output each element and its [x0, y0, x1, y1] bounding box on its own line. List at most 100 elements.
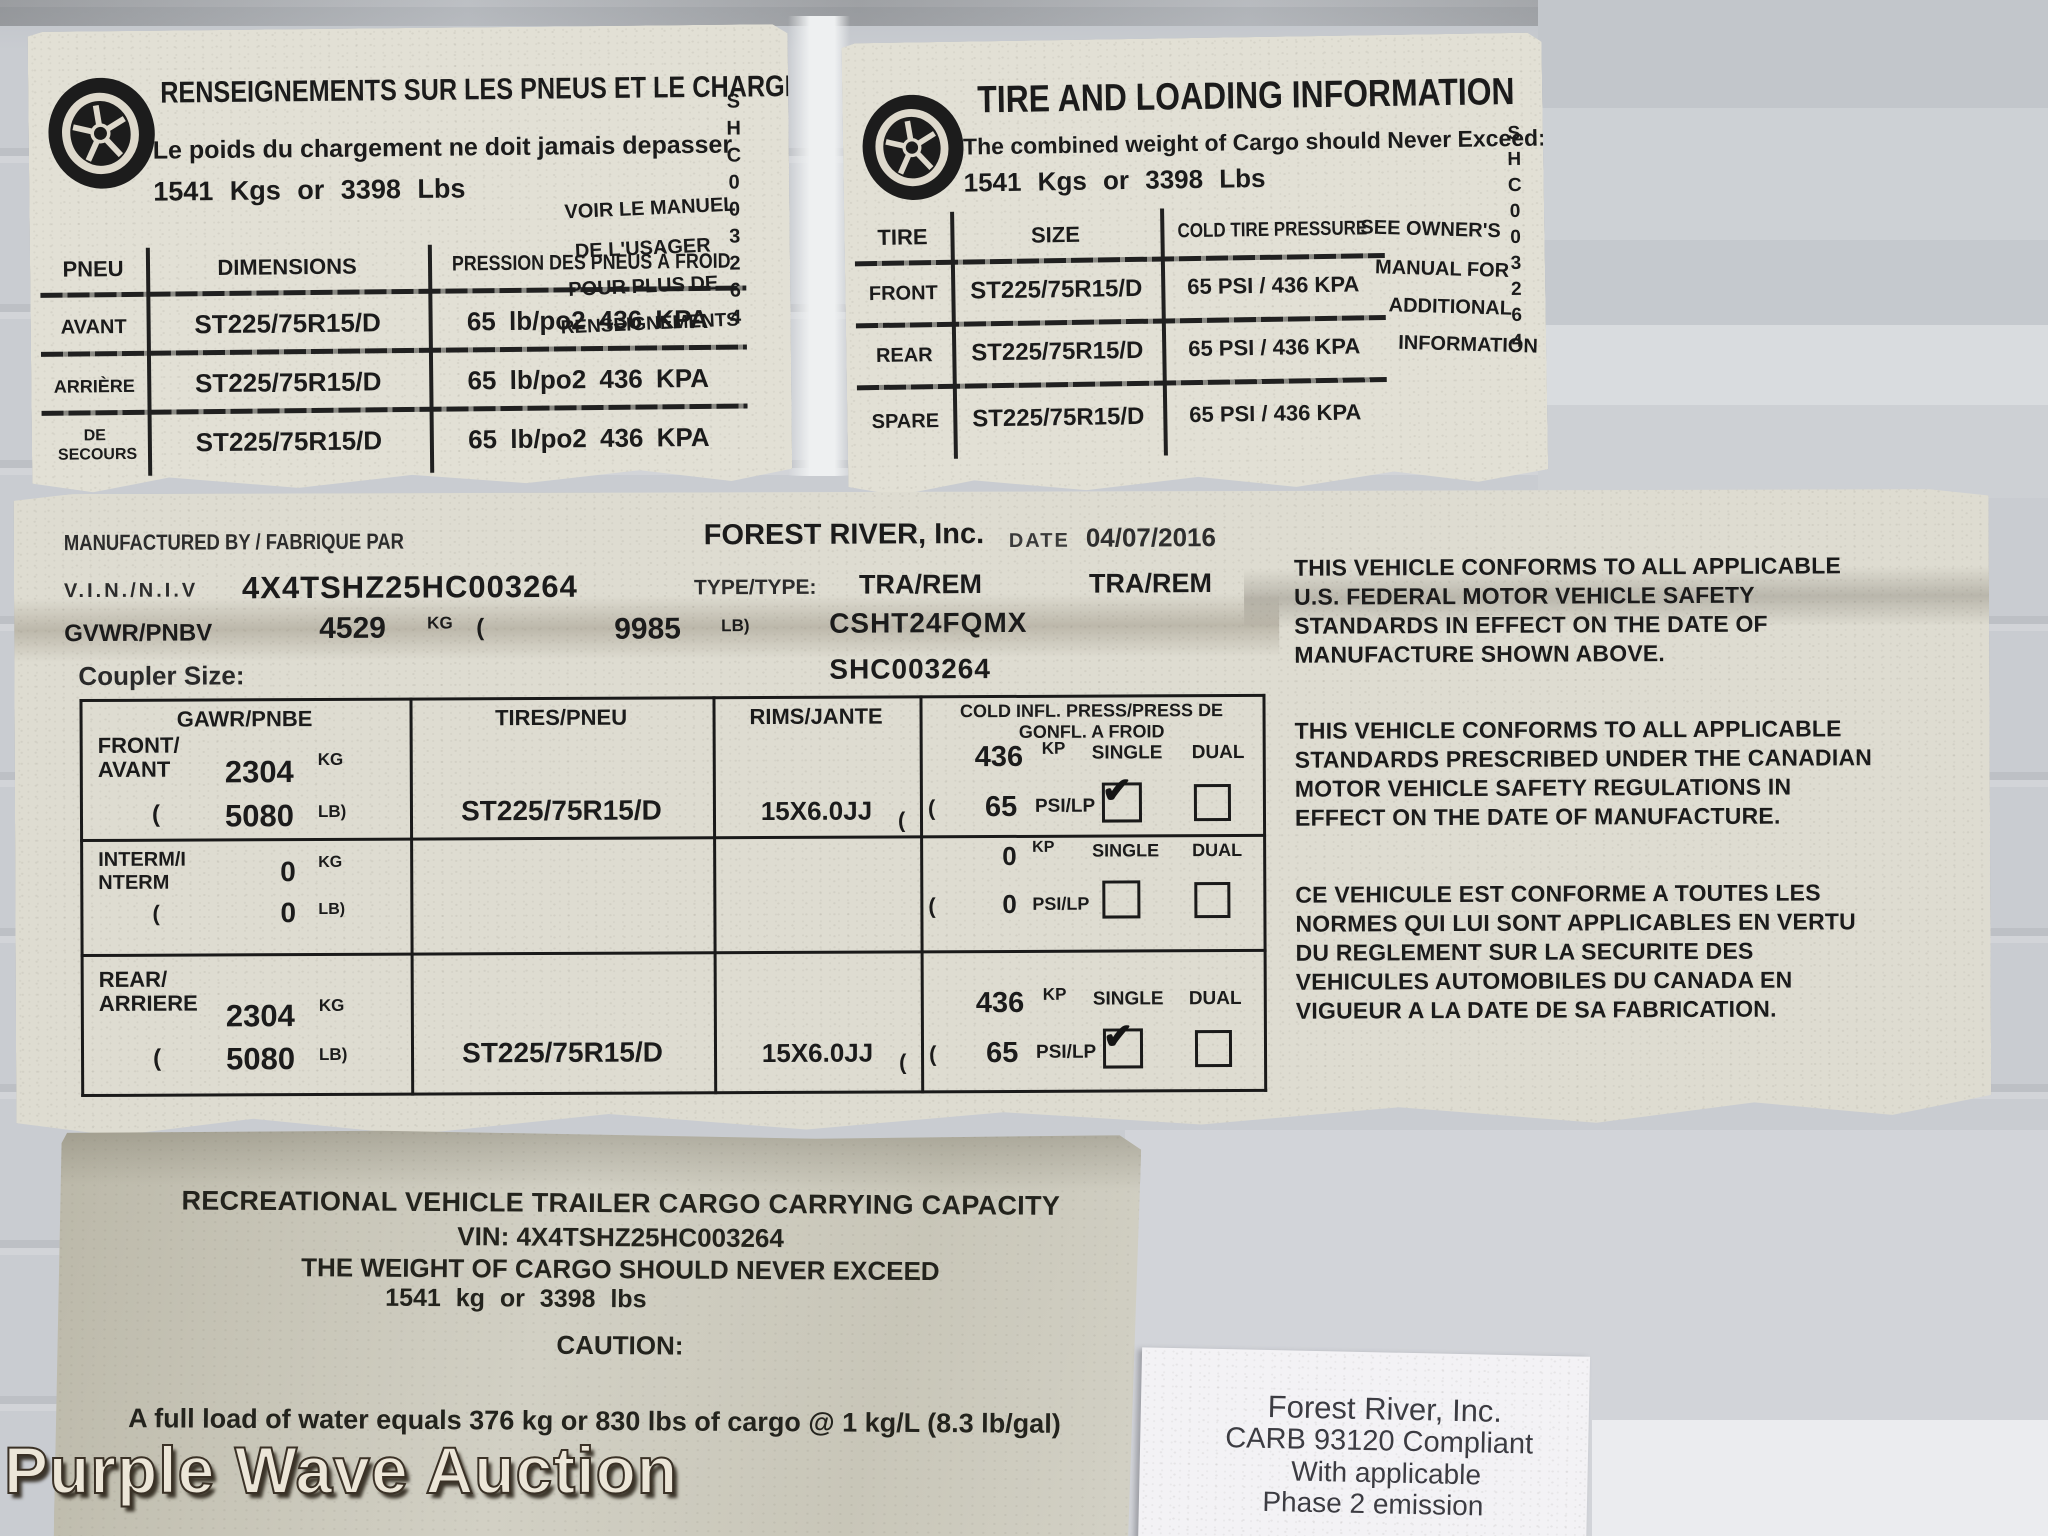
en-row-size: ST225/75R15/D: [970, 274, 1143, 305]
cold-kp-unit: KP: [1032, 838, 1055, 856]
gawr-lb-value: 5080: [224, 798, 295, 834]
en-tire-table: TIRE SIZE COLD TIRE PRESSURE FRONT ST225…: [854, 205, 1388, 460]
gawr-kg-value: 2304: [225, 998, 295, 1034]
dual-label: DUAL: [1192, 839, 1243, 861]
cold-kp-value: 436: [975, 986, 1025, 1020]
type-value-1: TRA/REM: [858, 569, 983, 600]
fr-row-tire: AVANT: [60, 315, 127, 339]
tire-icon: [32, 58, 170, 208]
french-conformity-statement: CE VEHICULE EST CONFORME A TOUTES LES NO…: [1295, 879, 1856, 1024]
single-label: SINGLE: [1092, 988, 1164, 1010]
table-border: [79, 699, 84, 1097]
auction-watermark: Purple Wave Auction: [3, 1432, 679, 1508]
gvwr-lb-unit: LB): [721, 616, 750, 636]
dual-checkbox: [1195, 1030, 1232, 1067]
gawr-table: GAWR/PNBE TIRES/PNEU RIMS/JANTE COLD INF…: [79, 694, 1267, 1097]
type-label: TYPE/TYPE:: [693, 575, 817, 600]
vin-value: 4X4TSHZ25HC003264: [241, 568, 578, 606]
table-row-divider: [81, 949, 1267, 957]
date-label: DATE: [1008, 529, 1070, 552]
background-gap-highlight: [788, 16, 850, 476]
fr-subtitle: Le poids du chargement ne doit jamais de…: [152, 130, 733, 165]
cold-kp-value: 436: [974, 740, 1024, 774]
gawr-kg-value: 0: [280, 856, 296, 888]
en-row-tire: REAR: [875, 344, 933, 368]
check-mark: ✔: [1101, 769, 1133, 811]
fr-row-size: ST225/75R15/D: [194, 307, 382, 340]
tires-value: ST225/75R15/D: [462, 1036, 663, 1069]
table-border: [81, 1089, 1267, 1097]
fr-row-tire: ARRIÈRE: [53, 375, 135, 397]
cold-press-header: COLD INFL. PRESS/PRESS DE GONFL. A FROID: [959, 700, 1224, 742]
open-paren: (: [899, 1049, 907, 1075]
gawr-lb-unit: LB): [318, 900, 346, 918]
open-paren: (: [152, 900, 160, 926]
en-row-size: ST225/75R15/D: [972, 402, 1145, 433]
certification-label: MANUFACTURED BY / FABRIQUE PAR FOREST RI…: [14, 486, 1992, 1150]
type-value-2: TRA/REM: [1088, 568, 1213, 599]
check-mark: ✔: [1102, 1015, 1134, 1057]
gawr-kg-unit: KG: [317, 749, 344, 769]
en-table-rule: [856, 315, 1386, 328]
axle-name: ARRIERE: [98, 990, 198, 1016]
date-value: 04/07/2016: [1085, 522, 1216, 553]
table-divider: [409, 698, 414, 1096]
cold-kp-unit: KP: [1041, 738, 1066, 758]
en-side-note-line: SEE OWNER'S: [1360, 216, 1502, 243]
gawr-kg-unit: KG: [318, 995, 345, 1015]
rims-header: RIMS/JANTE: [749, 703, 883, 730]
en-subtitle: The combined weight of Cargo should Neve…: [962, 124, 1546, 160]
gawr-kg-unit: KG: [318, 853, 343, 871]
table-row-divider: [80, 834, 1266, 842]
cold-kp-unit: KP: [1042, 984, 1067, 1004]
axle-name: AVANT: [97, 756, 171, 782]
en-row-pressure: 65 PSI / 436 KPA: [1188, 333, 1361, 362]
cargo-vin-line: VIN: 4X4TSHZ25HC003264: [457, 1221, 784, 1254]
en-row-size: ST225/75R15/D: [971, 336, 1144, 367]
single-checkbox: ✔: [1103, 1028, 1143, 1068]
cold-psi-unit: PSI/LP: [1035, 1041, 1097, 1063]
en-col-header: SIZE: [1030, 221, 1081, 248]
single-checkbox: [1102, 880, 1140, 918]
us-conformity-statement: THIS VEHICLE CONFORMS TO ALL APPLICABLE …: [1293, 552, 1842, 668]
en-title: TIRE AND LOADING INFORMATION: [976, 70, 1515, 122]
axle-name: REAR/: [98, 966, 168, 992]
vin-label: V.I.N./N.I.V: [63, 579, 199, 603]
en-row-pressure: 65 PSI / 436 KPA: [1189, 399, 1362, 428]
cold-psi-value: 0: [1002, 888, 1017, 920]
table-divider: [712, 696, 717, 1094]
fr-serial-vertical: SHC003264: [726, 90, 742, 329]
open-paren: (: [476, 614, 485, 642]
background-top-shadow: [0, 0, 1560, 26]
cold-psi-value: 65: [984, 790, 1018, 824]
open-paren: (: [928, 893, 936, 919]
en-side-note-line: MANUAL FOR: [1374, 256, 1510, 282]
english-tire-loading-label: TIRE AND LOADING INFORMATION The combine…: [841, 33, 1548, 506]
gawr-lb-unit: LB): [317, 801, 347, 821]
cold-psi-unit: PSI/LP: [1032, 893, 1090, 914]
fr-row-pressure: 65 lb/po2 436 KPA: [467, 421, 710, 455]
cargo-weight-value: 1541 kg or 3398 lbs: [385, 1283, 647, 1314]
serial-number: SHC003264: [829, 653, 991, 685]
carb-emission-label: Forest River, Inc. CARB 93120 Compliant …: [1137, 1347, 1591, 1536]
fr-row-pressure: 65 lb/po2 436 KPA: [467, 362, 710, 396]
en-serial-vertical: SHC003264: [1507, 122, 1523, 353]
en-row-tire: SPARE: [871, 410, 940, 434]
cargo-exceed-line: THE WEIGHT OF CARGO SHOULD NEVER EXCEED: [301, 1252, 940, 1287]
axle-name: INTERM/I: [98, 848, 187, 871]
fr-row-size: ST225/75R15/D: [195, 425, 383, 458]
gvwr-kg-unit: KG: [427, 613, 453, 633]
dual-label: DUAL: [1188, 987, 1242, 1010]
gvwr-label: GVWR/PNBV: [64, 619, 213, 648]
fr-row-size: ST225/75R15/D: [194, 366, 382, 399]
dual-checkbox: [1194, 784, 1231, 821]
tires-value: ST225/75R15/D: [460, 794, 662, 827]
gawr-lb-value: 5080: [225, 1041, 296, 1077]
dual-label: DUAL: [1191, 741, 1245, 764]
fr-col-header: DIMENSIONS: [217, 253, 357, 281]
fr-col-header: PNEU: [62, 256, 124, 282]
gvwr-kg-value: 4529: [319, 611, 386, 645]
table-border: [1262, 694, 1267, 1092]
gvwr-lb-value: 9985: [614, 612, 681, 646]
coupler-size-label: Coupler Size:: [78, 660, 245, 692]
